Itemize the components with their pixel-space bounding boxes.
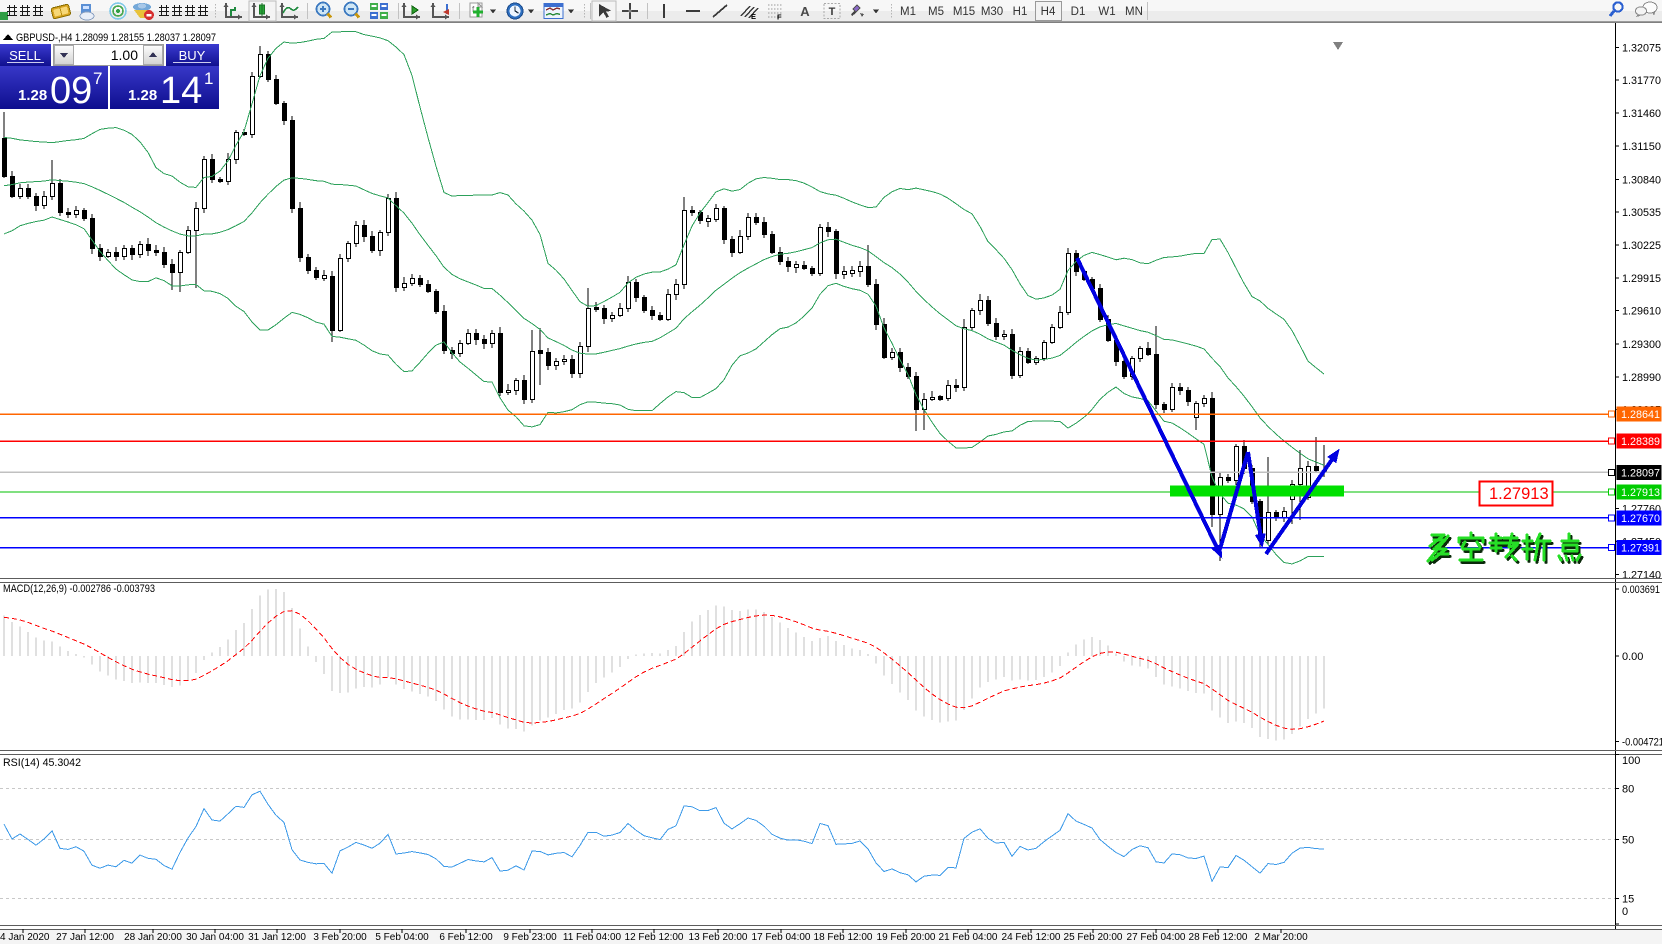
svg-text:F: F: [777, 13, 782, 22]
svg-text:1.30225: 1.30225: [1622, 240, 1661, 252]
svg-text:1.29915: 1.29915: [1622, 273, 1661, 285]
svg-text:M15: M15: [953, 6, 975, 18]
svg-text:3 Feb 20:00: 3 Feb 20:00: [313, 932, 367, 943]
svg-text:11 Feb 04:00: 11 Feb 04:00: [563, 932, 622, 943]
svg-text:H4: H4: [1041, 6, 1056, 18]
svg-text:28 Feb 12:00: 28 Feb 12:00: [1189, 932, 1248, 943]
svg-text:50: 50: [1622, 834, 1634, 846]
svg-text:1.27913: 1.27913: [1489, 485, 1549, 503]
svg-text:9 Feb 23:00: 9 Feb 23:00: [503, 932, 557, 943]
svg-text:M1: M1: [900, 6, 916, 18]
svg-text:24 Feb 12:00: 24 Feb 12:00: [1002, 932, 1061, 943]
svg-text:1.31460: 1.31460: [1622, 108, 1661, 120]
svg-text:17 Feb 04:00: 17 Feb 04:00: [752, 932, 811, 943]
svg-text:09: 09: [50, 70, 92, 112]
svg-text:0.003691: 0.003691: [1622, 584, 1660, 596]
svg-text:2 Mar 20:00: 2 Mar 20:00: [1254, 932, 1308, 943]
svg-text:80: 80: [1622, 783, 1634, 795]
svg-text:D1: D1: [1071, 6, 1086, 18]
svg-text:4 Jan 2020: 4 Jan 2020: [0, 932, 50, 943]
svg-text:21 Feb 04:00: 21 Feb 04:00: [939, 932, 998, 943]
svg-text:1.27140: 1.27140: [1622, 570, 1661, 582]
svg-text:30 Jan 04:00: 30 Jan 04:00: [186, 932, 244, 943]
svg-text:0: 0: [1622, 906, 1628, 918]
svg-text:1.28990: 1.28990: [1622, 372, 1661, 384]
svg-text:25 Feb 20:00: 25 Feb 20:00: [1064, 932, 1123, 943]
svg-text:15: 15: [1622, 894, 1634, 906]
svg-text:13 Feb 20:00: 13 Feb 20:00: [689, 932, 748, 943]
svg-text:BUY: BUY: [179, 48, 206, 63]
svg-text:1.29610: 1.29610: [1622, 306, 1661, 318]
svg-text:0.00: 0.00: [1622, 651, 1643, 663]
svg-text:1: 1: [204, 69, 213, 88]
svg-text:T: T: [829, 6, 836, 18]
svg-text:1.31770: 1.31770: [1622, 75, 1661, 87]
svg-text:1.28641: 1.28641: [1621, 409, 1660, 421]
svg-text:1.28: 1.28: [18, 87, 47, 104]
svg-text:7: 7: [93, 69, 102, 88]
svg-text:f: f: [472, 5, 475, 14]
svg-text:GBPUSD-,H4 1.28099 1.28155 1.: GBPUSD-,H4 1.28099 1.28155 1.28037 1.280…: [16, 32, 216, 44]
svg-text:1.32075: 1.32075: [1622, 42, 1661, 54]
svg-text:1.30535: 1.30535: [1622, 207, 1661, 219]
svg-text:MACD(12,26,9) -0.002786 -0.003: MACD(12,26,9) -0.002786 -0.003793: [3, 583, 155, 595]
svg-text:RSI(14) 45.3042: RSI(14) 45.3042: [3, 757, 81, 769]
svg-text:-0.004721: -0.004721: [1622, 737, 1662, 749]
svg-text:6 Feb 12:00: 6 Feb 12:00: [439, 932, 493, 943]
svg-text:5 Feb 04:00: 5 Feb 04:00: [375, 932, 429, 943]
svg-text:14: 14: [160, 70, 202, 112]
svg-text:28 Jan 20:00: 28 Jan 20:00: [124, 932, 182, 943]
svg-text:100: 100: [1622, 755, 1640, 767]
svg-text:12 Feb 12:00: 12 Feb 12:00: [625, 932, 684, 943]
svg-text:1.27670: 1.27670: [1621, 513, 1660, 525]
svg-text:1.00: 1.00: [111, 47, 138, 63]
svg-text:1.29300: 1.29300: [1622, 339, 1661, 351]
svg-text:M30: M30: [981, 6, 1003, 18]
svg-text:19 Feb 20:00: 19 Feb 20:00: [877, 932, 936, 943]
svg-text:27 Feb 04:00: 27 Feb 04:00: [1127, 932, 1186, 943]
svg-text:1.27913: 1.27913: [1621, 487, 1660, 499]
svg-text:27 Jan 12:00: 27 Jan 12:00: [56, 932, 114, 943]
svg-text:1.27391: 1.27391: [1621, 543, 1660, 555]
svg-text:1.31150: 1.31150: [1622, 141, 1661, 153]
svg-text:1.30840: 1.30840: [1622, 174, 1661, 186]
svg-text:SELL: SELL: [9, 48, 41, 63]
svg-text:E: E: [751, 12, 756, 21]
svg-text:A: A: [800, 4, 810, 19]
svg-text:31 Jan 12:00: 31 Jan 12:00: [248, 932, 306, 943]
svg-text:1.28389: 1.28389: [1621, 436, 1660, 448]
svg-text:1.28: 1.28: [128, 87, 157, 104]
svg-text:1.28097: 1.28097: [1621, 467, 1660, 479]
svg-text:18 Feb 12:00: 18 Feb 12:00: [814, 932, 873, 943]
svg-text:H1: H1: [1013, 6, 1028, 18]
svg-text:M5: M5: [928, 6, 944, 18]
svg-text:W1: W1: [1098, 6, 1115, 18]
svg-text:MN: MN: [1125, 6, 1143, 18]
